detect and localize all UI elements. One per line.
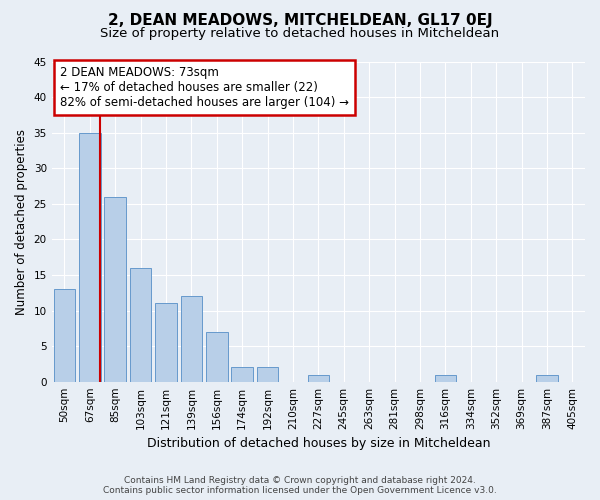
Y-axis label: Number of detached properties: Number of detached properties (15, 128, 28, 314)
Bar (232, 368, 253, 382)
Bar (130, 268, 151, 382)
Text: Size of property relative to detached houses in Mitcheldean: Size of property relative to detached ho… (100, 28, 500, 40)
Bar (104, 196, 126, 382)
Text: 2 DEAN MEADOWS: 73sqm
← 17% of detached houses are smaller (22)
82% of semi-deta: 2 DEAN MEADOWS: 73sqm ← 17% of detached … (59, 66, 349, 110)
Text: 2, DEAN MEADOWS, MITCHELDEAN, GL17 0EJ: 2, DEAN MEADOWS, MITCHELDEAN, GL17 0EJ (107, 12, 493, 28)
Bar (53, 289, 75, 382)
Bar (308, 374, 329, 382)
Bar (206, 332, 227, 382)
Bar (434, 374, 456, 382)
Bar (155, 304, 177, 382)
Text: Contains HM Land Registry data © Crown copyright and database right 2024.
Contai: Contains HM Land Registry data © Crown c… (103, 476, 497, 495)
X-axis label: Distribution of detached houses by size in Mitcheldean: Distribution of detached houses by size … (146, 437, 490, 450)
Bar (79, 132, 101, 382)
Bar (181, 296, 202, 382)
Bar (536, 374, 557, 382)
Bar (257, 368, 278, 382)
